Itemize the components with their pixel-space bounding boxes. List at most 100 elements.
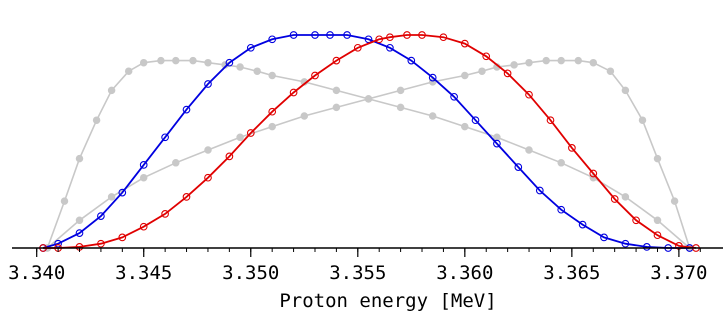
- series-2-point: [642, 243, 651, 251]
- series-0-point: [428, 112, 437, 120]
- series-3-point: [204, 173, 212, 182]
- series-2-point: [54, 239, 62, 248]
- series-2-point: [326, 31, 334, 39]
- series-2-point: [471, 116, 480, 125]
- series-0-point: [253, 67, 261, 75]
- series-3-point: [182, 193, 191, 201]
- series-2-point: [311, 31, 319, 39]
- series-2-point: [386, 43, 394, 52]
- series-3-point: [589, 169, 598, 178]
- x-tick-label: 3.345: [115, 262, 172, 284]
- series-3-point: [268, 107, 277, 116]
- series-2-point: [428, 73, 437, 82]
- x-tick-label: 3.340: [8, 262, 65, 284]
- series-3-point: [353, 43, 362, 52]
- series-1-point: [606, 67, 615, 75]
- series-3: [39, 31, 700, 252]
- series-3-point: [375, 35, 384, 44]
- series-1-point: [542, 56, 550, 65]
- series-3-point: [525, 90, 533, 99]
- series-0-point: [236, 63, 244, 71]
- series-1-point: [653, 154, 662, 163]
- series-1-point: [461, 71, 469, 80]
- series-0-point: [189, 56, 197, 65]
- series-2-point: [557, 205, 566, 214]
- series-2-point: [289, 31, 298, 39]
- series-1-point: [396, 86, 405, 95]
- series-1-point: [670, 197, 679, 205]
- series-0-point: [157, 56, 165, 65]
- series-0-point: [493, 133, 501, 142]
- series-2-point: [139, 161, 148, 169]
- series-0-point: [621, 193, 630, 201]
- series-1-point: [332, 103, 341, 112]
- series-2-point: [578, 220, 587, 229]
- series-3-point: [139, 222, 148, 231]
- series-2: [39, 31, 694, 252]
- series-1-point: [557, 56, 565, 65]
- series-1-point: [638, 116, 647, 124]
- series-3-point: [653, 231, 662, 240]
- series-1-point: [75, 216, 84, 225]
- series-3-point: [161, 210, 169, 218]
- series-1-point: [107, 193, 116, 201]
- series-2-point: [182, 105, 191, 114]
- series-3-point: [225, 152, 234, 161]
- x-axis-title: Proton energy [MeV]: [279, 290, 496, 312]
- series-1-point: [589, 58, 598, 67]
- series-2-point: [600, 233, 608, 242]
- x-tick-label: 3.350: [222, 262, 279, 284]
- series-1-point: [268, 122, 276, 131]
- series-3-point: [439, 33, 448, 42]
- series-layer: [39, 31, 700, 252]
- series-0-point: [107, 86, 116, 95]
- series-0-point: [60, 197, 69, 205]
- x-axis: 3.340 3.345 3.350 3.355 3.360 3.365 3.370: [8, 247, 723, 284]
- series-3-point: [332, 56, 341, 65]
- series-0-point: [75, 154, 84, 163]
- series-2-point: [246, 43, 255, 52]
- series-2-point: [621, 239, 630, 248]
- series-2-point: [450, 92, 458, 101]
- x-tick-label: 3.355: [329, 262, 386, 284]
- series-3-point: [460, 39, 469, 48]
- series-3-point: [503, 69, 512, 78]
- series-3-point: [568, 144, 576, 152]
- series-2-point: [225, 58, 234, 67]
- series-3-point: [118, 233, 127, 242]
- series-0: [43, 56, 694, 252]
- series-1-point: [574, 56, 583, 65]
- series-0-point: [172, 56, 180, 65]
- series-3-point: [386, 33, 394, 42]
- series-0-point: [653, 216, 662, 225]
- series-0-point: [525, 146, 533, 154]
- series-1-point: [621, 86, 630, 95]
- series-3-point: [289, 88, 298, 97]
- series-3-point: [632, 216, 640, 225]
- series-1-point: [236, 133, 244, 142]
- series-3-point: [610, 195, 619, 203]
- x-tick-label: 3.370: [650, 262, 707, 284]
- series-3-line: [43, 34, 697, 249]
- x-tick-label: 3.360: [436, 262, 493, 284]
- series-0-point: [557, 159, 565, 167]
- series-1-point: [172, 159, 180, 167]
- series-1-point: [478, 67, 486, 75]
- series-2-point: [204, 80, 212, 88]
- series-3-point: [97, 239, 105, 248]
- series-2-point: [97, 212, 105, 220]
- series-3-point: [418, 31, 426, 39]
- series-3-point: [246, 129, 255, 137]
- series-0-line: [46, 59, 691, 249]
- series-1-point: [510, 61, 518, 69]
- series-0-point: [268, 71, 276, 80]
- series-2-point: [118, 188, 127, 197]
- series-0-point: [204, 58, 212, 67]
- series-0-point: [396, 103, 405, 112]
- series-1-point: [525, 58, 533, 67]
- series-3-point: [546, 116, 555, 125]
- series-2-point: [514, 163, 523, 171]
- series-2-line: [42, 34, 690, 249]
- series-0-point: [92, 116, 101, 124]
- series-2-point: [268, 35, 277, 44]
